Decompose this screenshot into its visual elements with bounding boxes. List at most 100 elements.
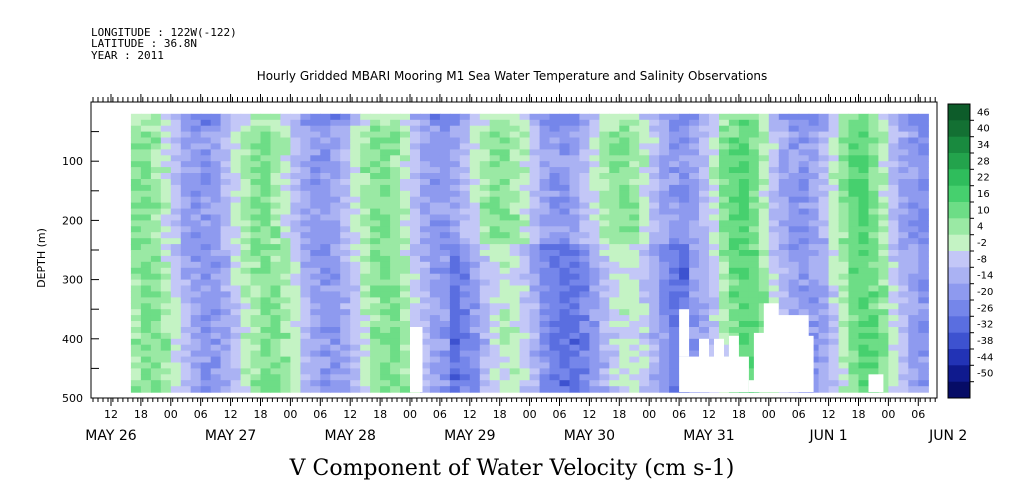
heatmap-cell bbox=[659, 368, 670, 375]
heatmap-cell bbox=[888, 125, 899, 133]
heatmap-cell bbox=[200, 350, 212, 358]
heatmap-cell bbox=[160, 208, 172, 216]
heatmap-cell bbox=[370, 338, 381, 346]
heatmap-cell bbox=[878, 167, 889, 174]
heatmap-cell bbox=[250, 309, 262, 316]
heatmap-cell bbox=[868, 332, 880, 340]
heatmap-cell bbox=[529, 179, 541, 186]
heatmap-cell bbox=[360, 350, 371, 358]
heatmap-cell bbox=[340, 374, 351, 381]
heatmap-cell bbox=[439, 291, 451, 298]
heatmap-cell bbox=[429, 196, 441, 204]
heatmap-cell bbox=[350, 321, 361, 328]
heatmap-cell bbox=[410, 113, 421, 121]
heatmap-cell bbox=[509, 279, 521, 287]
heatmap-cell bbox=[808, 303, 820, 310]
heatmap-cell bbox=[160, 149, 172, 156]
heatmap-cell bbox=[400, 125, 411, 133]
heatmap-cell bbox=[738, 244, 750, 251]
heatmap-cell bbox=[210, 190, 222, 198]
heatmap-cell bbox=[260, 321, 272, 328]
heatmap-cell bbox=[489, 131, 501, 139]
heatmap-cell bbox=[639, 179, 650, 186]
heatmap-cell bbox=[808, 279, 820, 287]
heatmap-cell bbox=[160, 244, 172, 251]
heatmap-cell bbox=[798, 184, 810, 192]
heatmap-cell bbox=[300, 356, 311, 364]
heatmap-cell bbox=[310, 374, 321, 381]
heatmap-cell bbox=[659, 321, 670, 328]
colorbar-swatch bbox=[948, 169, 970, 186]
heatmap-cell bbox=[609, 285, 620, 292]
heatmap-cell bbox=[659, 362, 670, 369]
heatmap-cell bbox=[220, 255, 232, 263]
heatmap-cell bbox=[838, 380, 850, 387]
heatmap-cell bbox=[828, 208, 840, 216]
heatmap-cell bbox=[400, 244, 411, 251]
heatmap-cell bbox=[140, 297, 152, 304]
heatmap-cell bbox=[230, 338, 242, 346]
colorbar-label: -32 bbox=[977, 320, 993, 331]
heatmap-cell bbox=[270, 238, 282, 245]
heatmap-cell bbox=[310, 386, 321, 393]
heatmap-cell bbox=[808, 238, 820, 245]
heatmap-cell bbox=[150, 374, 162, 381]
heatmap-cell bbox=[519, 113, 531, 121]
heatmap-cell bbox=[429, 321, 441, 328]
heatmap-cell bbox=[190, 303, 202, 310]
heatmap-cell bbox=[808, 356, 820, 364]
heatmap-cell bbox=[669, 220, 680, 227]
heatmap-cell bbox=[310, 161, 321, 168]
heatmap-cell bbox=[908, 297, 919, 304]
heatmap-cell bbox=[410, 137, 421, 144]
heatmap-cell bbox=[340, 155, 351, 162]
heatmap-cell bbox=[639, 220, 650, 227]
heatmap-cell bbox=[639, 285, 650, 292]
heatmap-cell bbox=[190, 232, 202, 239]
colorbar-swatch bbox=[948, 316, 970, 333]
heatmap-cell bbox=[719, 303, 730, 310]
heatmap-cell bbox=[130, 244, 142, 251]
heatmap-cell bbox=[778, 184, 790, 192]
heatmap-cell bbox=[529, 315, 541, 322]
heatmap-cell bbox=[370, 155, 381, 162]
heatmap-cell bbox=[659, 332, 670, 340]
heatmap-cell bbox=[579, 309, 590, 316]
heatmap-cell bbox=[240, 131, 252, 139]
heatmap-cell bbox=[370, 131, 381, 139]
heatmap-cell bbox=[888, 368, 899, 375]
x-hour-label: 18 bbox=[134, 408, 148, 421]
heatmap-cell bbox=[499, 220, 511, 227]
heatmap-cell bbox=[649, 356, 660, 364]
heatmap-cell bbox=[659, 315, 670, 322]
heatmap-cell bbox=[559, 386, 571, 393]
heatmap-cell bbox=[629, 267, 640, 275]
heatmap-cell bbox=[300, 297, 311, 304]
chart-title: Hourly Gridded MBARI Mooring M1 Sea Wate… bbox=[257, 69, 768, 83]
heatmap-cell bbox=[400, 261, 411, 269]
heatmap-cell bbox=[489, 143, 501, 150]
heatmap-cell bbox=[370, 356, 381, 364]
heatmap-cell bbox=[380, 374, 391, 381]
heatmap-cell bbox=[579, 362, 590, 369]
heatmap-cell bbox=[400, 208, 411, 216]
heatmap-cell bbox=[350, 273, 361, 281]
heatmap-cell bbox=[699, 250, 710, 257]
heatmap-cell bbox=[908, 327, 919, 334]
heatmap-cell bbox=[479, 190, 491, 198]
heatmap-cell bbox=[390, 149, 401, 156]
heatmap-cell bbox=[848, 137, 860, 144]
heatmap-cell bbox=[778, 250, 790, 257]
heatmap-cell bbox=[878, 202, 889, 210]
heatmap-cell bbox=[350, 238, 361, 245]
heatmap-cell bbox=[629, 167, 640, 174]
heatmap-cell bbox=[838, 327, 850, 334]
heatmap-cell bbox=[738, 184, 750, 192]
heatmap-cell bbox=[330, 356, 341, 364]
heatmap-cell bbox=[719, 344, 730, 352]
heatmap-cell bbox=[569, 202, 581, 210]
heatmap-cell bbox=[270, 226, 282, 233]
heatmap-cell bbox=[549, 368, 561, 375]
heatmap-cell bbox=[340, 380, 351, 387]
heatmap-cell bbox=[400, 113, 411, 121]
